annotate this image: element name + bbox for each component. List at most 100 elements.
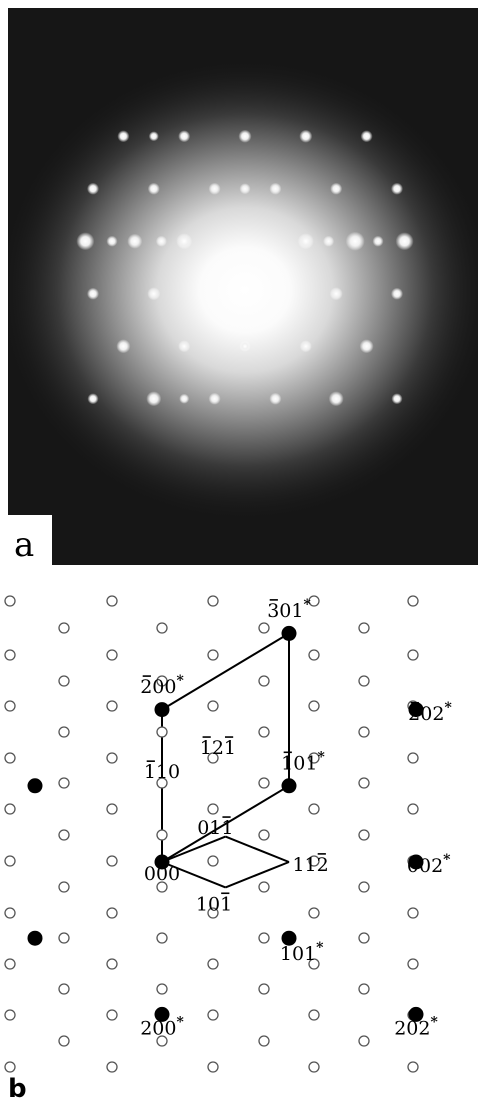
diffraction-spot	[359, 339, 374, 354]
lattice-point-open	[407, 649, 419, 661]
diffraction-spot	[372, 235, 384, 247]
lattice-point-indexed	[408, 702, 424, 718]
lattice-point-open	[308, 803, 320, 815]
lattice-point-open	[258, 983, 270, 995]
lattice-point-open	[156, 983, 168, 995]
diffraction-spot	[345, 231, 365, 251]
diffraction-spot	[299, 129, 313, 143]
lattice-point-open	[358, 829, 370, 841]
diffraction-spot	[391, 393, 403, 405]
lattice-point-open	[106, 649, 118, 661]
lattice-point-open	[308, 907, 320, 919]
lattice-point-open	[258, 1035, 270, 1047]
lattice-point-indexed	[27, 778, 43, 794]
lattice-point-open	[58, 829, 70, 841]
lattice-point-open	[207, 595, 219, 607]
diffraction-spot	[76, 232, 95, 251]
lattice-point-open	[156, 777, 168, 789]
diffraction-spot	[328, 391, 344, 407]
diffraction-spot	[146, 391, 162, 407]
lattice-point-open	[58, 675, 70, 687]
lattice-point-open	[407, 595, 419, 607]
lattice-point-open	[106, 803, 118, 815]
lattice-point-indexed	[154, 1006, 170, 1022]
diffraction-spot	[297, 233, 314, 250]
lattice-point-open	[358, 726, 370, 738]
lattice-point-indexed	[154, 854, 170, 870]
lattice-point-open	[358, 1035, 370, 1047]
lattice-point-open	[156, 622, 168, 634]
lattice-point-open	[106, 1009, 118, 1021]
lattice-point-open	[4, 855, 16, 867]
lattice-point-open	[308, 855, 320, 867]
diffraction-spot	[269, 392, 282, 405]
panel-b-label: b	[8, 1074, 27, 1104]
diffraction-spot	[155, 235, 167, 247]
lattice-point-open	[106, 855, 118, 867]
diffraction-spot	[176, 233, 193, 250]
lattice-point-open	[58, 777, 70, 789]
lattice-point-open	[407, 1061, 419, 1073]
diffraction-spot	[147, 287, 161, 301]
lattice-point-open	[308, 958, 320, 970]
lattice-point-open	[358, 777, 370, 789]
lattice-point-indexed	[27, 930, 43, 946]
diffraction-spot	[87, 393, 99, 405]
miller-index-label: 110	[144, 761, 180, 783]
diffraction-spot	[178, 340, 191, 353]
miller-index-label: 000	[144, 863, 180, 885]
lattice-point-open	[156, 1035, 168, 1047]
diffraction-spot	[179, 393, 190, 404]
lattice-point-open	[407, 803, 419, 815]
diffraction-spot	[148, 131, 159, 142]
lattice-point-indexed	[408, 1006, 424, 1022]
lattice-point-open	[358, 675, 370, 687]
panel-a-label: a	[14, 525, 34, 565]
lattice-point-open	[156, 726, 168, 738]
diffraction-spots	[76, 129, 414, 407]
lattice-point-open	[258, 622, 270, 634]
lattice-point-open	[4, 958, 16, 970]
lattice-point-open	[207, 1009, 219, 1021]
cell-edge-line	[161, 784, 290, 863]
diffraction-spot	[116, 339, 131, 354]
lattice-point-open	[407, 958, 419, 970]
lattice-point-indexed	[281, 625, 297, 641]
lattice-point-open	[258, 881, 270, 893]
miller-index-label: 200*	[140, 1015, 184, 1040]
diffraction-spot	[239, 183, 251, 195]
diffraction-spot	[330, 182, 343, 195]
lattice-point-open	[308, 1061, 320, 1073]
lattice-point-open	[207, 907, 219, 919]
cell-edge-line	[225, 835, 290, 863]
lattice-point-open	[4, 907, 16, 919]
lattice-point-open	[58, 881, 70, 893]
lattice-point-open	[4, 595, 16, 607]
lattice-point-open	[156, 675, 168, 687]
diffraction-spot	[391, 182, 403, 195]
miller-index-label: 202*	[394, 1015, 438, 1040]
lattice-point-open	[258, 932, 270, 944]
lattice-point-open	[4, 752, 16, 764]
cell-edge-line	[161, 861, 226, 889]
lattice-point-indexed	[281, 930, 297, 946]
lattice-point-open	[308, 595, 320, 607]
lattice-point-open	[58, 726, 70, 738]
lattice-point-open	[156, 932, 168, 944]
lattice-point-open	[207, 700, 219, 712]
lattice-point-open	[258, 726, 270, 738]
lattice-point-open	[4, 803, 16, 815]
diffraction-spot	[117, 130, 130, 143]
diffraction-spot	[395, 232, 414, 251]
cell-edge-line	[225, 861, 290, 889]
lattice-point-open	[58, 983, 70, 995]
diffraction-spot	[147, 182, 160, 195]
diffraction-spot	[238, 129, 252, 143]
lattice-point-open	[156, 829, 168, 841]
lattice-point-open	[106, 595, 118, 607]
indexed-lattice-points	[27, 625, 424, 1022]
lattice-point-indexed	[154, 702, 170, 718]
lattice-point-open	[308, 1009, 320, 1021]
lattice-point-open	[258, 829, 270, 841]
